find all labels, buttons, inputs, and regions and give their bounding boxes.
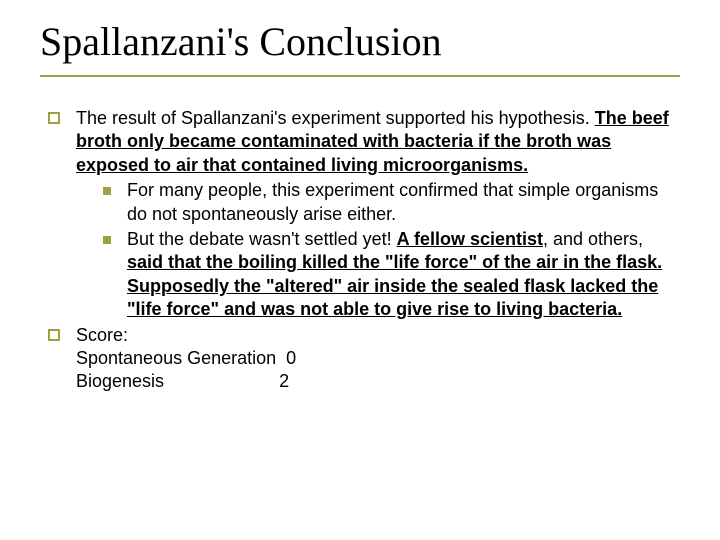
title-divider	[40, 75, 680, 77]
score-line-sg: Spontaneous Generation 0	[76, 348, 296, 368]
filled-square-bullet-icon	[103, 236, 111, 244]
score-line-bio: Biogenesis 2	[76, 371, 289, 391]
score-text: Score: Spontaneous Generation 0 Biogenes…	[76, 324, 296, 394]
sub-bullet-2: But the debate wasn't settled yet! A fel…	[103, 228, 680, 322]
sub-bullet-1: For many people, this experiment confirm…	[103, 179, 680, 226]
score-label: Score:	[76, 325, 128, 345]
others-text: , and others,	[543, 229, 643, 249]
sub-bullet-text: For many people, this experiment confirm…	[127, 179, 680, 226]
intro-text: The result of Spallanzani's experiment s…	[76, 108, 595, 128]
debate-intro: But the debate wasn't settled yet!	[127, 229, 397, 249]
content-area: The result of Spallanzani's experiment s…	[40, 107, 680, 394]
filled-square-bullet-icon	[103, 187, 111, 195]
fellow-scientist: A fellow scientist	[397, 229, 543, 249]
bullet-item-1: The result of Spallanzani's experiment s…	[48, 107, 680, 177]
slide: Spallanzani's Conclusion The result of S…	[0, 0, 720, 540]
square-bullet-icon	[48, 112, 60, 124]
sub-bullet-text: But the debate wasn't settled yet! A fel…	[127, 228, 680, 322]
bullet-item-score: Score: Spontaneous Generation 0 Biogenes…	[48, 324, 680, 394]
square-bullet-icon	[48, 329, 60, 341]
slide-title: Spallanzani's Conclusion	[40, 18, 680, 65]
life-force-claim: said that the boiling killed the "life f…	[127, 252, 662, 319]
bullet-text: The result of Spallanzani's experiment s…	[76, 107, 680, 177]
